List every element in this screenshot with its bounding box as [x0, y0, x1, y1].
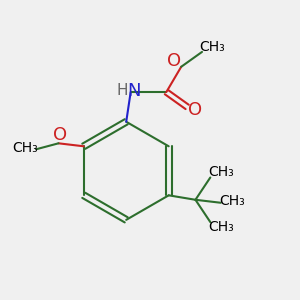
Text: N: N: [128, 82, 141, 100]
Text: CH₃: CH₃: [208, 220, 234, 234]
Text: CH₃: CH₃: [208, 165, 234, 179]
Text: H: H: [117, 83, 128, 98]
Text: O: O: [167, 52, 181, 70]
Text: CH₃: CH₃: [200, 40, 225, 55]
Text: O: O: [188, 101, 203, 119]
Text: CH₃: CH₃: [12, 141, 38, 155]
Text: CH₃: CH₃: [219, 194, 245, 208]
Text: O: O: [53, 126, 67, 144]
